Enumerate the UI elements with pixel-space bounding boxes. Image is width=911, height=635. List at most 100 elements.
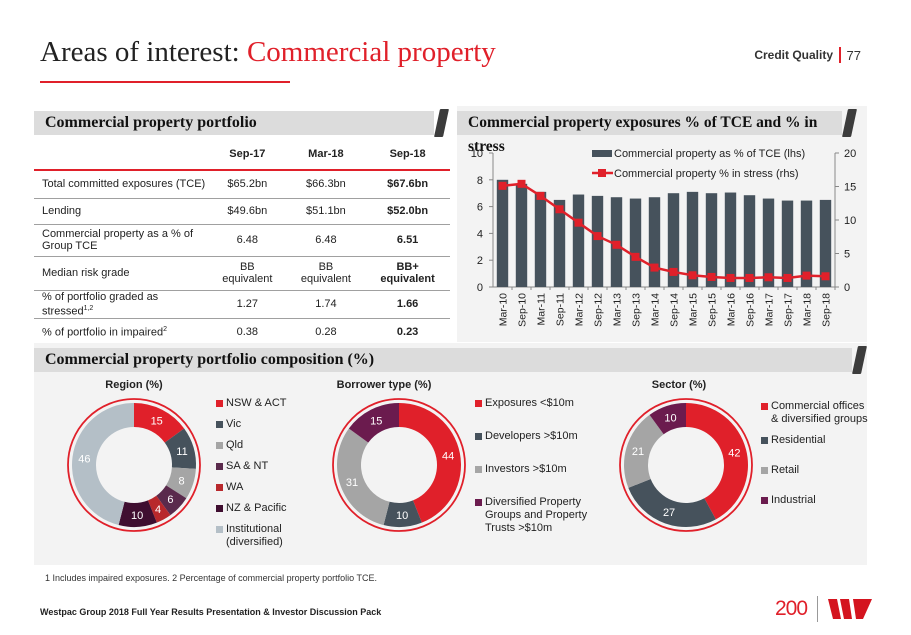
bar [724, 192, 737, 287]
exposure-chart: 0 2 4 6 8 10 0 5 10 15 20 Mar-10 Sep-10 Mar-11 Sep-11 M… [471, 148, 857, 327]
donut-slice [166, 467, 196, 499]
stress-marker [688, 271, 697, 280]
bar [496, 179, 509, 287]
legend-label: NSW & ACT [226, 397, 287, 409]
x-tick-label: Sep-18 [821, 293, 833, 327]
bar [648, 197, 661, 287]
bar [629, 198, 642, 287]
x-tick-label: Sep-15 [707, 293, 719, 327]
legend-item: Institutional (diversified) [216, 523, 296, 549]
legend-item: Commercial offices & diversified groups [761, 400, 871, 426]
donut-slice [624, 414, 664, 488]
bar [553, 199, 566, 287]
legend-label: WA [226, 481, 244, 493]
donut-slice [337, 428, 390, 526]
table-cell: 0.38 [208, 318, 287, 347]
stress-marker [669, 267, 678, 276]
footnote-ref: 2 [163, 326, 167, 334]
legend-swatch [475, 466, 482, 473]
table-cell: 1.74 [286, 290, 366, 319]
legend-label: NZ & Pacific [226, 502, 287, 514]
legend-item: SA & NT [216, 460, 296, 473]
slice-value-label: 6 [167, 494, 173, 506]
legend-label: Vic [226, 418, 242, 430]
legend-swatch [761, 403, 768, 410]
legend-label: Institutional (diversified) [226, 523, 283, 548]
donut-slice [164, 428, 196, 469]
x-tick-label: Sep-10 [517, 293, 529, 327]
stress-marker [764, 273, 773, 282]
x-tick-label: Mar-14 [650, 293, 662, 326]
donut-outer-ring [619, 398, 753, 532]
donut-slice [118, 500, 157, 527]
stress-marker [555, 205, 564, 214]
slice-value-label: 10 [396, 510, 408, 522]
legend-label: Industrial [771, 494, 816, 506]
slice-value-label: 10 [664, 412, 676, 424]
x-tick-label: Mar-13 [612, 293, 624, 326]
right-tick-label: 0 [844, 282, 850, 294]
x-tick-label: Mar-16 [726, 293, 738, 326]
bar [686, 191, 699, 287]
legend-label-bar: Commercial property as % of TCE (lhs) [614, 148, 805, 160]
legend-swatch [216, 505, 223, 512]
right-tick-label: 5 [844, 249, 850, 261]
legend-item: NSW & ACT [216, 397, 296, 410]
logo-200: 200 [775, 597, 808, 620]
portfolio-panel: Commercial property portfolio Sep-17 Mar… [34, 106, 450, 347]
footnote: 1 Includes impaired exposures. 2 Percent… [45, 573, 377, 583]
table-row: Median risk grade BB equivalent BB equivalen… [34, 256, 450, 291]
section-indicator: Credit Quality 77 [754, 47, 861, 63]
footer-logo: 200 [775, 596, 873, 622]
bar [705, 193, 718, 287]
row-label: Commercial property as a % of Group TCE [34, 224, 208, 257]
x-tick-label: Mar-10 [498, 293, 510, 326]
slice-value-label: 4 [155, 504, 161, 516]
bar [515, 183, 528, 287]
x-tick-label: Sep-12 [593, 293, 605, 327]
x-tick-label: Mar-18 [802, 293, 814, 326]
borrower-donut-title: Borrower type (%) [336, 379, 432, 391]
borrower-donut: 44 10 31 15 [332, 398, 466, 532]
stress-marker [707, 272, 716, 281]
legend-item: Vic [216, 418, 296, 431]
legend-swatch [216, 400, 223, 407]
left-tick-label: 0 [477, 282, 483, 294]
footer-text: Westpac Group 2018 Full Year Results Pre… [40, 607, 382, 617]
legend-swatch [216, 442, 223, 449]
table-cell: $67.6bn [365, 170, 450, 199]
x-tick-label: Mar-12 [574, 293, 586, 326]
bar [534, 191, 547, 287]
stress-marker [612, 240, 621, 249]
sector-legend: Commercial offices & diversified groups R… [761, 400, 871, 515]
right-tick-label: 20 [844, 148, 856, 160]
column-header: Mar-18 [286, 139, 366, 171]
stress-marker [802, 271, 811, 280]
x-tick-label: Mar-15 [688, 293, 700, 326]
legend-swatch [216, 526, 223, 533]
stress-marker [821, 272, 830, 281]
bar [667, 193, 680, 287]
sector-donut: 42 27 21 10 [619, 398, 753, 532]
donut-slice [686, 403, 748, 520]
table-header-row: Sep-17 Mar-18 Sep-18 [34, 139, 450, 171]
donut-slice [348, 403, 399, 443]
row-label: % of portfolio in impaired2 [34, 318, 208, 347]
legend-label: Diversified Property Groups and Property… [485, 496, 588, 534]
donut-slice [628, 478, 716, 527]
stress-marker [498, 181, 507, 190]
slice-value-label: 21 [632, 446, 644, 458]
column-header: Sep-17 [208, 139, 287, 171]
slice-value-label: 10 [131, 510, 143, 522]
table-cell: 6.48 [286, 224, 366, 257]
donut-outer-ring [67, 398, 201, 532]
x-tick-label: Sep-16 [745, 293, 757, 327]
legend-swatch [761, 497, 768, 504]
stress-line [502, 182, 826, 280]
stress-marker [536, 191, 545, 200]
slice-value-label: 27 [663, 507, 675, 519]
slice-value-label: 15 [370, 415, 382, 427]
stress-marker [783, 273, 792, 282]
legend-item: Exposures <$10m [475, 397, 605, 410]
table-row: Total committed exposures (TCE) $65.2bn $6… [34, 170, 450, 199]
